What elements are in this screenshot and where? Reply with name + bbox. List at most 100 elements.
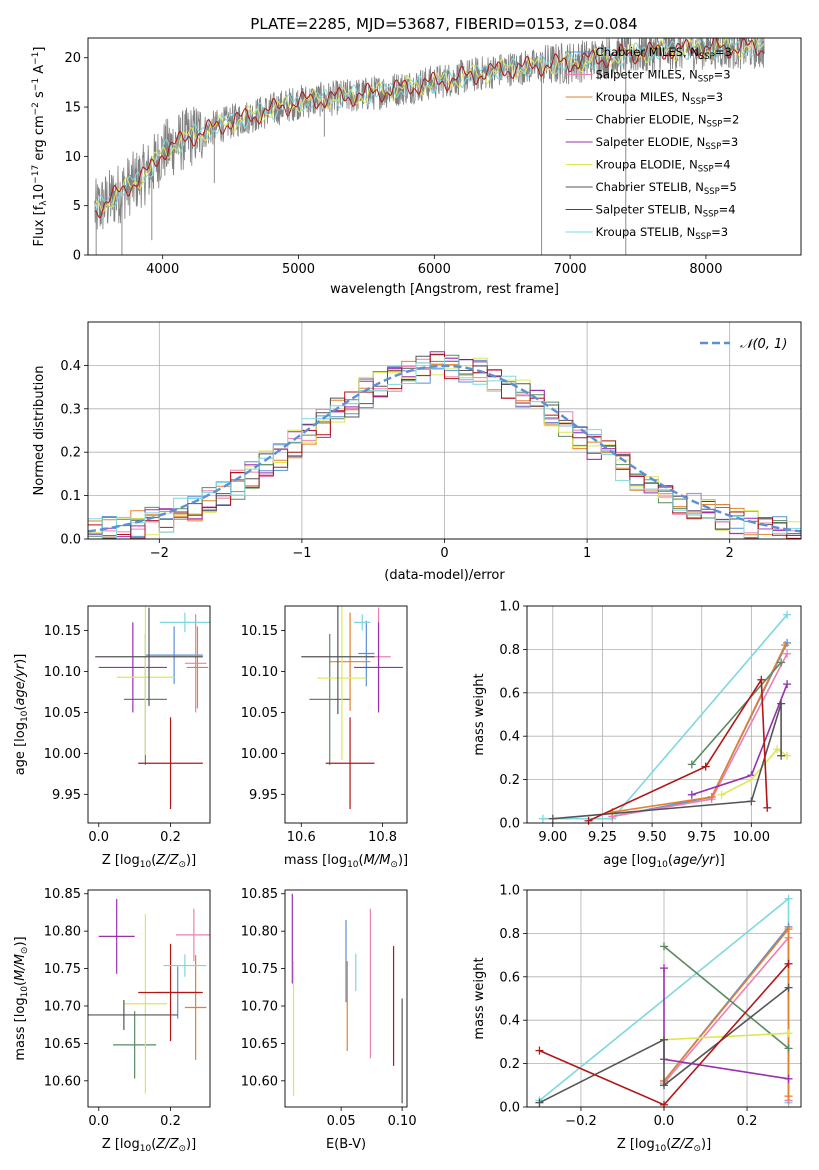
x-axis-label-part: Z/Z xyxy=(670,1137,694,1152)
frame-age-vs-Z xyxy=(87,605,211,824)
legend-entry: 𝒩(0, 1) xyxy=(700,337,787,352)
histogram-kroupa-stelib xyxy=(88,357,801,539)
x-axis-label: Z [log10(Z/Z⊙)] xyxy=(617,1137,711,1154)
weight-line xyxy=(721,748,788,796)
x-tick-label: −1 xyxy=(292,546,311,561)
x-axis-label-part: ⊙ xyxy=(178,1144,186,1154)
legend-label-sub: SSP xyxy=(690,97,706,107)
x-tick-label: 9.25 xyxy=(588,830,617,845)
legend-label-text: Chabrier STELIB, N xyxy=(596,180,704,194)
legend-label: Salpeter MILES, NSSP=3 xyxy=(596,68,731,85)
x-axis-label-part: ( xyxy=(151,1137,156,1152)
frame-mass-vs-Z xyxy=(87,889,211,1108)
y-axis-label: Normed distribution xyxy=(32,366,47,496)
legend-label-suffix: =4 xyxy=(714,158,731,172)
x-axis-label-part: 10 xyxy=(347,860,359,870)
weight-line xyxy=(612,644,786,813)
y-axis-label-part: 10 xyxy=(20,986,30,998)
x-tick-label: 6000 xyxy=(418,262,451,277)
legend-label-suffix: =3 xyxy=(711,225,728,239)
y-tick-label: 0.6 xyxy=(499,686,520,701)
legend-label-text: Chabrier ELODIE, N xyxy=(596,113,707,127)
y-axis-label-part: λ xyxy=(39,200,49,206)
y-axis-label-part: A xyxy=(32,65,47,78)
x-axis-label: Z [log10(Z/Z⊙)] xyxy=(102,853,196,870)
y-tick-label: 10.65 xyxy=(241,1037,278,1052)
x-tick-label: 9.75 xyxy=(687,830,716,845)
weight-line xyxy=(612,642,788,818)
y-tick-label: 10.15 xyxy=(44,624,81,639)
legend-label: Chabrier ELODIE, NSSP=2 xyxy=(596,113,740,130)
x-axis-label-part: Z [log xyxy=(102,1137,140,1152)
x-tick-label: 0.0 xyxy=(654,1114,675,1129)
y-axis-label-part: −17 xyxy=(31,165,41,184)
x-tick-label: 10.00 xyxy=(733,830,770,845)
legend-label-suffix: =3 xyxy=(715,45,732,59)
x-tick-label: −2 xyxy=(150,546,169,561)
errorbars-mass-vs-Z xyxy=(88,898,210,1094)
x-tick-label: 8000 xyxy=(689,262,722,277)
errorbars-age-vs-mass xyxy=(301,606,403,810)
legend-label-sub: SSP xyxy=(698,165,714,175)
y-tick-label: 0.2 xyxy=(499,1057,520,1072)
legend-entry: Kroupa STELIB, NSSP=3 xyxy=(565,225,728,242)
y-axis-label-part: −1 xyxy=(31,78,41,91)
y-axis-label-part: −1 xyxy=(31,52,41,65)
frame-weight-vs-age xyxy=(526,605,802,824)
axes-age-vs-Z: 0.0 0.2 9.95 10.00 10.05 10.10 10.15 xyxy=(44,624,181,845)
y-tick-label: 10.85 xyxy=(44,887,81,902)
y-tick-label: 20 xyxy=(64,51,81,66)
y-axis-label-part: mass weight xyxy=(472,957,487,1039)
y-tick-label: 10.75 xyxy=(241,962,278,977)
legend-label-sub: SSP xyxy=(703,210,719,220)
axes-age-vs-mass: 10.6 10.8 9.95 10.00 10.05 10.10 10.15 xyxy=(241,624,397,845)
normal-curve xyxy=(88,364,801,533)
y-tick-label: 0.4 xyxy=(499,730,520,745)
x-axis-label-part: 10 xyxy=(140,860,152,870)
y-tick-label: 10.05 xyxy=(241,706,278,721)
y-axis-label-part: −2 xyxy=(31,102,41,115)
y-tick-label: 10.65 xyxy=(44,1037,81,1052)
x-axis-label-part: )] xyxy=(186,853,196,868)
x-tick-label: 4000 xyxy=(146,262,179,277)
weight-line xyxy=(588,677,768,822)
x-tick-label: 9.00 xyxy=(538,830,567,845)
legend-label: 𝒩(0, 1) xyxy=(740,337,787,352)
x-axis-label-part: mass [log xyxy=(284,853,347,868)
x-axis-label-part: 10 xyxy=(656,860,668,870)
legend-label: Chabrier STELIB, NSSP=5 xyxy=(596,180,737,197)
legend-label-sub: SSP xyxy=(695,232,711,242)
y-tick-label: 0.8 xyxy=(499,927,520,942)
y-axis-label-part: mass weight xyxy=(472,673,487,755)
y-axis-label: age [log10(age/yr)] xyxy=(13,654,30,776)
x-axis-label-part: Z [log xyxy=(102,853,140,868)
x-axis-label-part: )] xyxy=(186,1137,196,1152)
spectrum-lines xyxy=(94,38,765,255)
legend-label: Salpeter STELIB, NSSP=4 xyxy=(596,203,736,220)
spectrum-frame xyxy=(87,37,802,256)
frame-weight-vs-Z xyxy=(526,889,802,1108)
weight-line xyxy=(552,703,782,820)
x-tick-label: 2 xyxy=(726,546,734,561)
legend-label: Kroupa ELODIE, NSSP=4 xyxy=(596,158,731,175)
legend-label-sub: SSP xyxy=(706,120,722,130)
x-axis-label-part: ⊙ xyxy=(693,1144,701,1154)
y-tick-label: 10.05 xyxy=(44,706,81,721)
y-tick-label: 9.95 xyxy=(249,788,278,803)
x-tick-label: 0.2 xyxy=(737,1114,758,1129)
legend-label-suffix: =3 xyxy=(706,90,723,104)
y-tick-label: 10 xyxy=(64,150,81,165)
y-axis-label-part: age [log xyxy=(13,722,28,775)
y-axis-label-part: erg cm xyxy=(32,115,47,164)
legend-entry: Chabrier STELIB, NSSP=5 xyxy=(565,180,737,197)
y-axis-label: mass weight xyxy=(472,957,487,1039)
errorbars-age-vs-Z xyxy=(95,606,210,810)
x-axis-label: E(B-V) xyxy=(326,1137,366,1152)
y-axis-label-part: mass [log xyxy=(13,997,28,1060)
y-tick-label: 10.75 xyxy=(44,962,81,977)
x-tick-label: 10.8 xyxy=(368,830,397,845)
x-axis-label-part: ( xyxy=(666,1137,671,1152)
y-tick-label: 0.0 xyxy=(499,1101,520,1116)
frame-mass-vs-ebv xyxy=(284,889,408,1108)
histogram-frame xyxy=(87,321,802,540)
